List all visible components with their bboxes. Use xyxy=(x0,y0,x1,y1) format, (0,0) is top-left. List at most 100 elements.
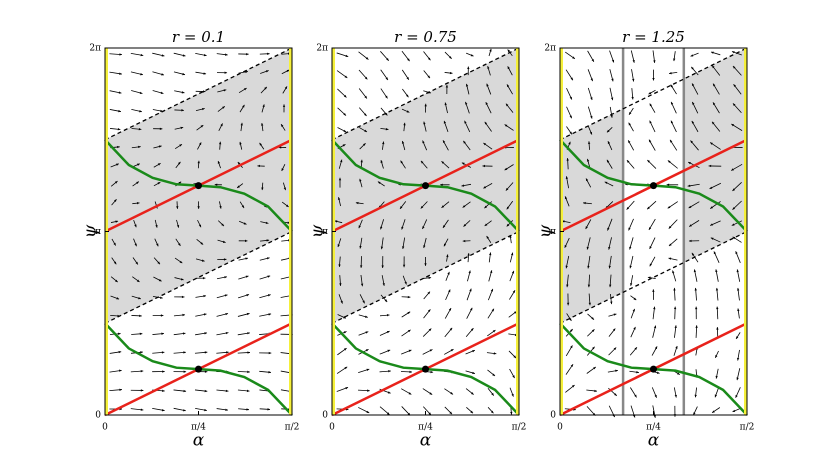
vector-arrowhead xyxy=(443,243,447,247)
vector-arrowhead xyxy=(239,141,242,145)
vector-arrowhead xyxy=(136,181,139,185)
vector-arrowhead xyxy=(731,168,734,171)
vector-arrowhead xyxy=(570,329,573,332)
vector-arrowhead xyxy=(633,297,637,301)
vector-arrowhead xyxy=(735,251,738,255)
vector-arrowhead xyxy=(485,102,488,105)
vector-arrowhead xyxy=(736,269,739,273)
vector-arrowhead xyxy=(449,411,452,415)
vector-arrowhead xyxy=(428,276,432,280)
vector-arrowhead xyxy=(629,283,633,286)
y-axis-label: ψ xyxy=(81,224,101,238)
vector-arrowhead xyxy=(736,287,740,291)
vector-arrowhead xyxy=(201,259,205,262)
vector-arrowhead xyxy=(183,409,186,412)
vector-arrowhead xyxy=(732,188,736,191)
vector-arrowhead xyxy=(504,124,508,127)
y-tick-label: 0 xyxy=(550,411,556,421)
boundary-right xyxy=(289,48,292,415)
vector-arrowhead xyxy=(182,313,186,317)
vector-arrowhead xyxy=(694,394,697,398)
vector-arrowhead xyxy=(140,53,144,57)
vector-arrowhead xyxy=(340,159,343,163)
vector-arrowhead xyxy=(176,224,180,228)
vector-arrowhead xyxy=(570,345,573,349)
vector-arrowhead xyxy=(589,131,593,135)
vector-arrowhead xyxy=(708,164,712,168)
vector-arrowhead xyxy=(160,314,164,317)
vector-arrowhead xyxy=(629,112,632,115)
vector-arrowhead xyxy=(408,392,412,395)
vector-arrowhead xyxy=(512,290,516,293)
vector-arrowhead xyxy=(610,97,614,101)
vector-arrowhead xyxy=(647,276,651,279)
vector-arrowhead xyxy=(204,370,208,373)
vector-arrowhead xyxy=(692,83,695,87)
vector-arrowhead xyxy=(202,276,206,280)
vector-arrowhead xyxy=(281,124,284,127)
vector-arrowhead xyxy=(731,51,735,54)
vector-arrowhead xyxy=(715,287,719,291)
vector-arrowhead xyxy=(220,123,223,127)
vector-arrowhead xyxy=(570,364,574,367)
vector-arrowhead xyxy=(482,164,486,168)
x-tick-label: π/2 xyxy=(740,423,755,433)
fixed-point xyxy=(422,182,429,190)
y-tick-label: 0 xyxy=(95,411,101,421)
vector-arrowhead xyxy=(204,389,208,393)
vector-arrowhead xyxy=(487,66,490,69)
x-tick-label: π/2 xyxy=(512,423,527,433)
vector-arrowhead xyxy=(440,183,443,186)
vector-arrowhead xyxy=(401,140,405,144)
vector-arrowhead xyxy=(118,332,121,336)
vector-arrowhead xyxy=(119,369,122,372)
vector-arrowhead xyxy=(446,254,449,258)
vector-arrowhead xyxy=(509,235,512,238)
vector-arrowhead xyxy=(402,264,406,268)
vector-arrowhead xyxy=(200,125,204,128)
vector-arrowhead xyxy=(449,56,452,59)
vector-arrowhead xyxy=(246,294,250,297)
vector-arrowhead xyxy=(569,131,572,135)
vector-arrowhead xyxy=(492,373,495,376)
vector-arrowhead xyxy=(486,83,489,87)
panel: 0 π/4 π/2 0 π 2π r = 0.1 α ψ xyxy=(81,28,300,451)
vector-arrowhead xyxy=(221,223,224,227)
x-tick-label: π/4 xyxy=(191,423,206,433)
vector-arrowhead xyxy=(183,389,187,393)
vector-arrowhead xyxy=(490,288,494,292)
vector-arrowhead xyxy=(222,240,226,243)
vector-arrowhead xyxy=(218,141,222,145)
vector-arrowhead xyxy=(506,84,510,88)
vector-arrowhead xyxy=(569,96,572,100)
vector-arrowhead xyxy=(506,223,510,227)
vector-arrowhead xyxy=(344,366,348,370)
vector-arrowhead xyxy=(267,275,271,278)
vector-arrowhead xyxy=(587,265,590,269)
vector-arrowhead xyxy=(355,201,359,205)
vector-arrowhead xyxy=(180,278,184,281)
vector-arrowhead xyxy=(483,186,487,189)
vector-arrowhead xyxy=(594,389,597,393)
vector-arrowhead xyxy=(343,316,346,319)
vector-arrowhead xyxy=(447,271,450,275)
vector-arrowhead xyxy=(423,121,426,125)
vector-arrowhead xyxy=(648,91,652,95)
vector-arrowhead xyxy=(358,225,361,229)
vector-arrowhead xyxy=(364,76,368,80)
vector-arrowhead xyxy=(161,332,164,335)
vector-arrowhead xyxy=(161,351,165,354)
vector-arrowhead xyxy=(461,162,465,165)
vector-arrowhead xyxy=(710,206,713,209)
vector-arrowhead xyxy=(585,226,588,230)
vector-arrowhead xyxy=(586,158,590,162)
vector-arrowhead xyxy=(464,120,467,124)
vector-arrowhead xyxy=(424,263,427,266)
vector-arrowhead xyxy=(690,140,693,144)
fixed-point xyxy=(650,365,657,373)
vector-arrowhead xyxy=(364,95,367,99)
vector-arrowhead xyxy=(675,346,678,349)
vector-arrowhead xyxy=(159,127,163,130)
vector-arrowhead xyxy=(115,279,118,283)
vector-arrowhead xyxy=(608,265,611,269)
